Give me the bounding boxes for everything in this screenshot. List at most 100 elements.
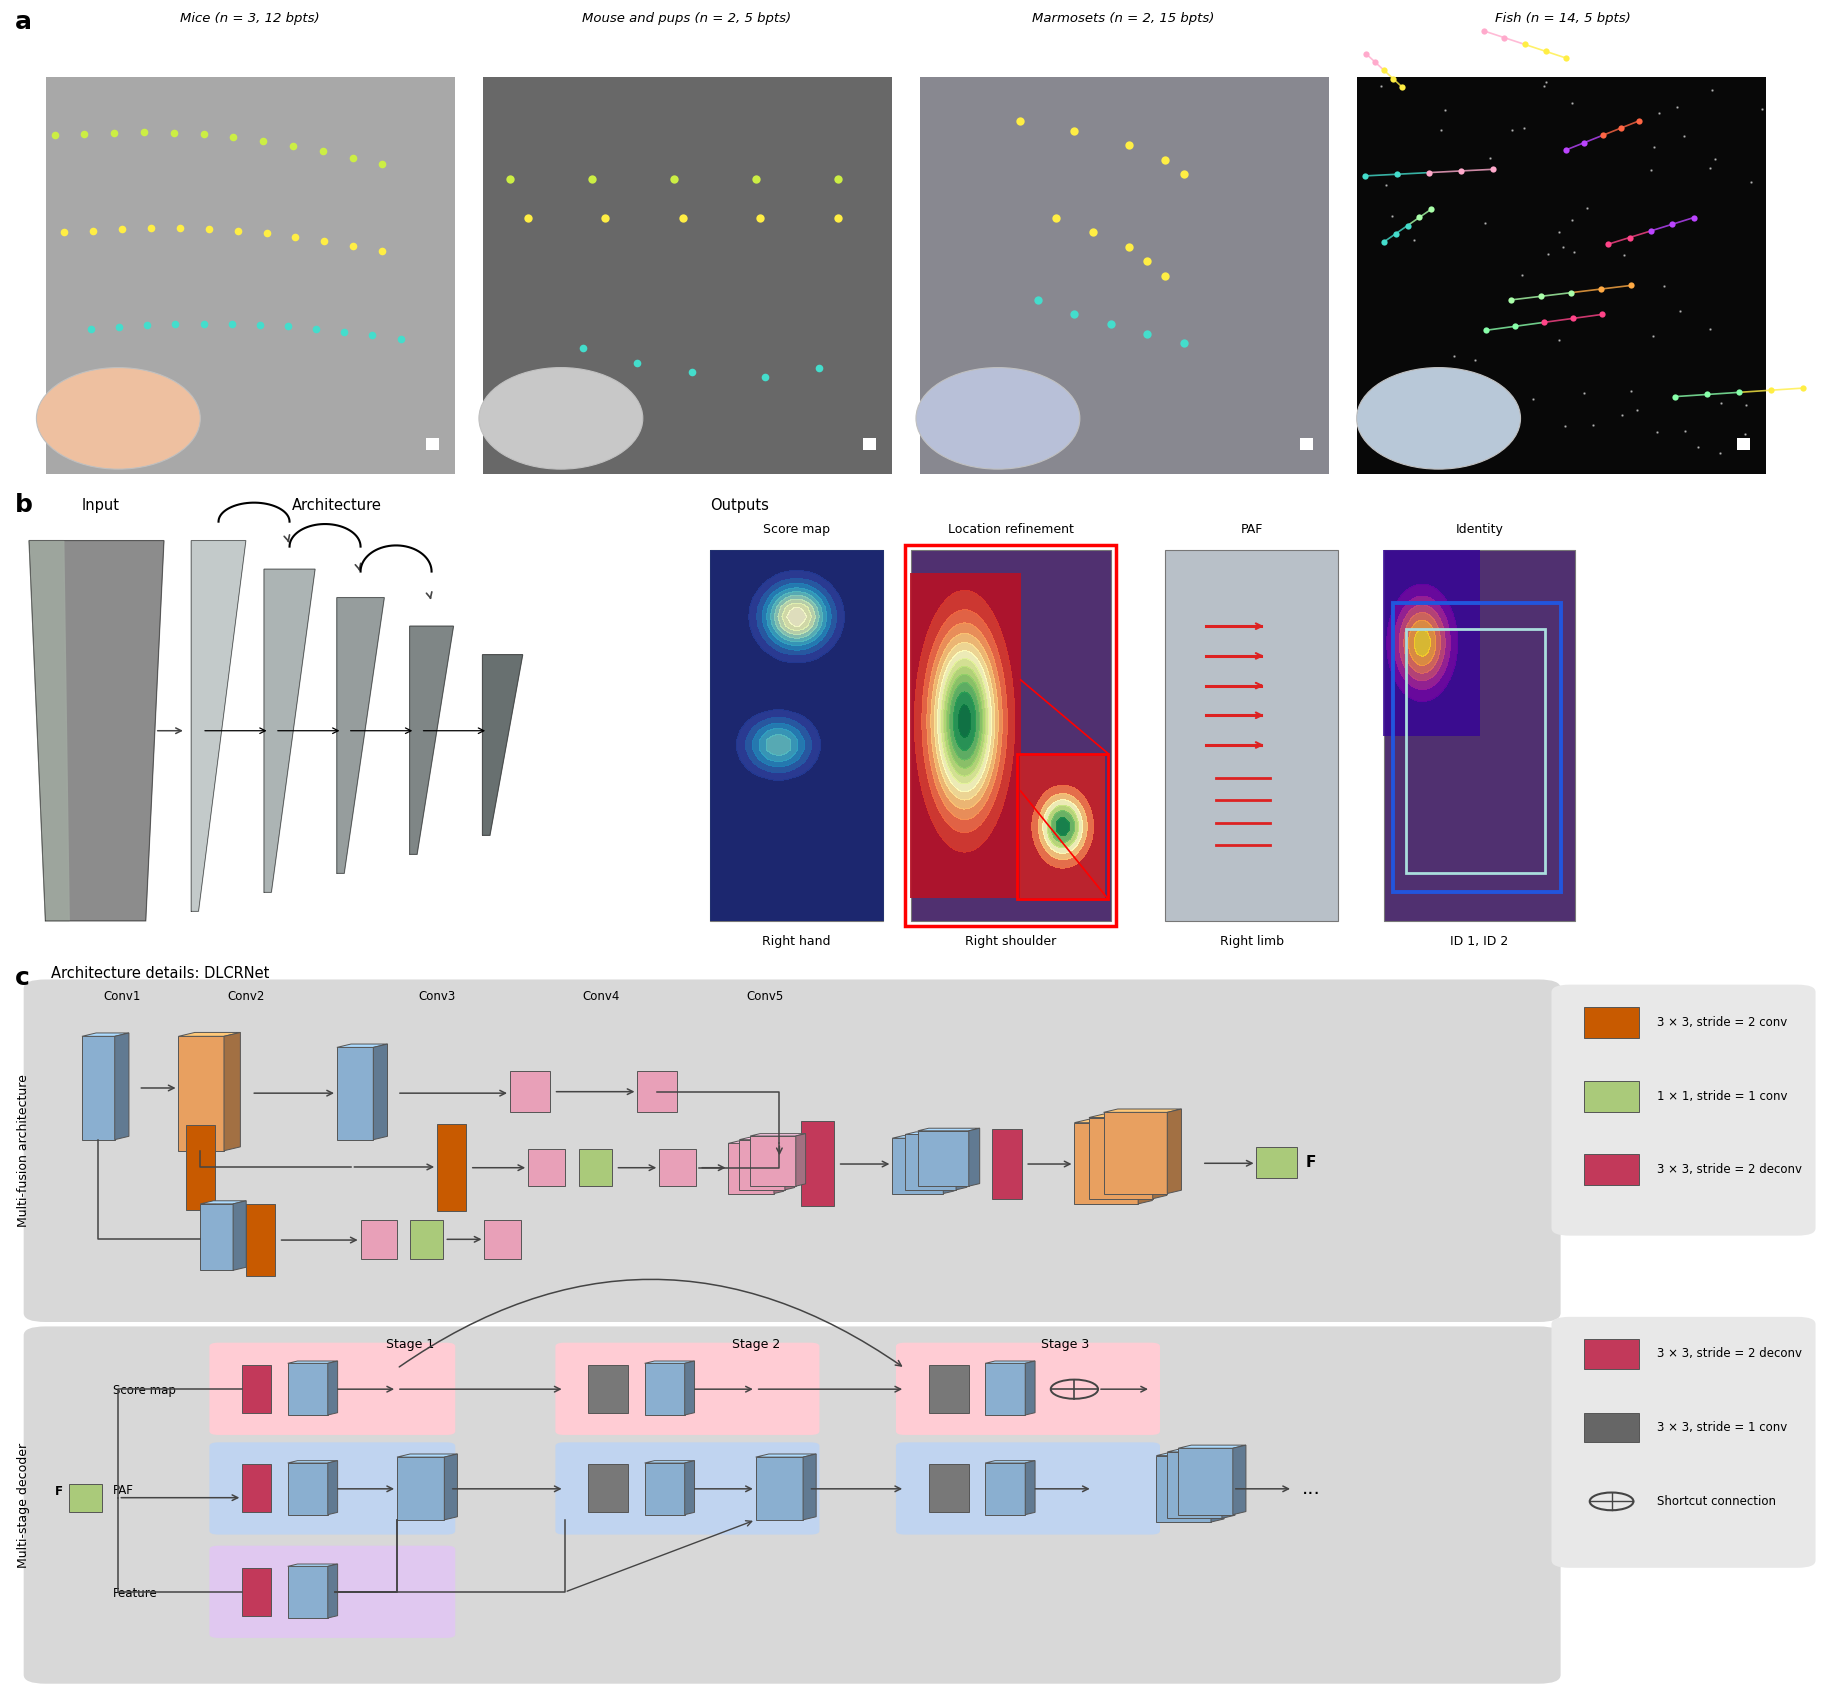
FancyBboxPatch shape [863, 438, 876, 450]
Text: Conv3: Conv3 [419, 989, 455, 1003]
FancyBboxPatch shape [910, 550, 1111, 921]
FancyBboxPatch shape [1584, 1006, 1639, 1039]
Text: Conv4: Conv4 [583, 989, 619, 1003]
FancyBboxPatch shape [510, 1071, 550, 1112]
FancyBboxPatch shape [1165, 550, 1338, 921]
Polygon shape [191, 541, 246, 911]
FancyBboxPatch shape [1737, 438, 1750, 450]
FancyBboxPatch shape [82, 1037, 115, 1140]
FancyBboxPatch shape [588, 1364, 628, 1414]
FancyBboxPatch shape [710, 550, 883, 921]
Polygon shape [774, 1140, 783, 1193]
Text: 3 × 3, stride = 2 deconv: 3 × 3, stride = 2 deconv [1657, 1347, 1803, 1361]
Polygon shape [200, 1201, 246, 1203]
Polygon shape [29, 541, 69, 921]
Polygon shape [328, 1361, 337, 1415]
FancyBboxPatch shape [246, 1203, 275, 1276]
FancyBboxPatch shape [46, 78, 455, 473]
FancyBboxPatch shape [1167, 1453, 1222, 1519]
FancyBboxPatch shape [929, 1465, 969, 1512]
FancyBboxPatch shape [645, 1363, 685, 1415]
Polygon shape [956, 1132, 967, 1190]
Text: Architecture details: DLCRNet: Architecture details: DLCRNet [51, 966, 270, 981]
Text: Identity: Identity [1455, 523, 1504, 536]
FancyBboxPatch shape [659, 1149, 696, 1186]
Polygon shape [969, 1129, 980, 1186]
FancyBboxPatch shape [896, 1442, 1160, 1534]
Polygon shape [645, 1361, 694, 1363]
FancyBboxPatch shape [892, 1139, 943, 1193]
Text: Conv1: Conv1 [104, 989, 140, 1003]
FancyBboxPatch shape [1384, 550, 1575, 921]
Text: Right shoulder: Right shoulder [965, 935, 1056, 949]
Polygon shape [82, 1033, 129, 1037]
Polygon shape [985, 1461, 1034, 1463]
FancyBboxPatch shape [985, 1363, 1025, 1415]
Polygon shape [1167, 1110, 1182, 1193]
FancyBboxPatch shape [1104, 1112, 1167, 1193]
FancyBboxPatch shape [1300, 438, 1313, 450]
Polygon shape [1233, 1446, 1246, 1515]
FancyBboxPatch shape [728, 1144, 774, 1193]
Text: Right hand: Right hand [763, 935, 830, 949]
Ellipse shape [479, 368, 643, 468]
Ellipse shape [1357, 368, 1521, 468]
Text: F: F [1306, 1156, 1317, 1169]
Polygon shape [750, 1134, 805, 1135]
Polygon shape [739, 1137, 794, 1140]
Polygon shape [803, 1454, 816, 1521]
FancyBboxPatch shape [410, 1220, 443, 1259]
Text: Outputs: Outputs [710, 497, 768, 512]
Polygon shape [1153, 1115, 1167, 1198]
FancyBboxPatch shape [288, 1363, 328, 1415]
Text: Stage 2: Stage 2 [732, 1339, 779, 1351]
Text: Input: Input [82, 497, 118, 512]
Text: Location refinement: Location refinement [947, 523, 1074, 536]
Polygon shape [728, 1140, 783, 1144]
Text: Conv5: Conv5 [747, 989, 783, 1003]
Polygon shape [1025, 1361, 1034, 1415]
Text: a: a [15, 10, 31, 34]
FancyBboxPatch shape [1584, 1414, 1639, 1442]
Polygon shape [1211, 1453, 1224, 1522]
FancyBboxPatch shape [1584, 1154, 1639, 1186]
Text: Score map: Score map [763, 523, 830, 536]
Text: Feature: Feature [113, 1587, 158, 1600]
FancyBboxPatch shape [24, 979, 1561, 1322]
Text: ID 1, ID 2: ID 1, ID 2 [1451, 935, 1508, 949]
FancyBboxPatch shape [337, 1047, 373, 1140]
Text: 1 × 1, stride = 1 conv: 1 × 1, stride = 1 conv [1657, 1089, 1788, 1103]
FancyBboxPatch shape [1256, 1147, 1297, 1178]
Text: Architecture: Architecture [291, 497, 382, 512]
Text: Shortcut connection: Shortcut connection [1657, 1495, 1775, 1509]
FancyBboxPatch shape [426, 438, 439, 450]
Polygon shape [1089, 1115, 1167, 1118]
Polygon shape [785, 1137, 794, 1190]
Polygon shape [29, 541, 164, 921]
Polygon shape [685, 1361, 694, 1415]
FancyBboxPatch shape [200, 1203, 233, 1271]
FancyBboxPatch shape [905, 1135, 956, 1190]
Polygon shape [918, 1129, 980, 1130]
Text: Mouse and pups (n = 2, 5 bpts): Mouse and pups (n = 2, 5 bpts) [583, 12, 790, 25]
Polygon shape [233, 1201, 246, 1271]
FancyBboxPatch shape [1074, 1123, 1138, 1203]
Polygon shape [943, 1135, 954, 1193]
FancyBboxPatch shape [801, 1122, 834, 1207]
FancyBboxPatch shape [209, 1546, 455, 1638]
Text: F: F [55, 1485, 62, 1498]
Polygon shape [685, 1461, 694, 1515]
FancyBboxPatch shape [918, 1130, 969, 1186]
FancyBboxPatch shape [1551, 1317, 1816, 1568]
FancyBboxPatch shape [1357, 78, 1766, 473]
FancyBboxPatch shape [186, 1125, 215, 1210]
Polygon shape [1156, 1453, 1224, 1456]
Polygon shape [905, 1132, 967, 1135]
Text: c: c [15, 966, 29, 989]
FancyBboxPatch shape [896, 1342, 1160, 1436]
Text: 3 × 3, stride = 2 deconv: 3 × 3, stride = 2 deconv [1657, 1164, 1803, 1176]
Polygon shape [483, 655, 523, 835]
FancyBboxPatch shape [24, 1327, 1561, 1683]
FancyBboxPatch shape [483, 78, 892, 473]
FancyBboxPatch shape [920, 78, 1329, 473]
